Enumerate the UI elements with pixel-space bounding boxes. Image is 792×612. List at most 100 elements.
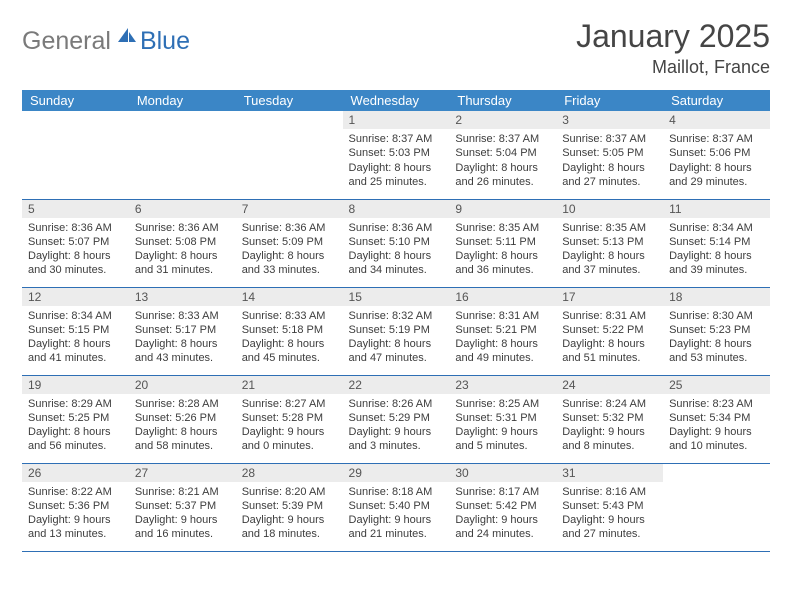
sunset-line: Sunset: 5:15 PM (28, 323, 123, 337)
weekday-header: Sunday (22, 90, 129, 111)
day-details: Sunrise: 8:23 AMSunset: 5:34 PMDaylight:… (663, 394, 770, 460)
day-details: Sunrise: 8:25 AMSunset: 5:31 PMDaylight:… (449, 394, 556, 460)
day-number: 22 (343, 376, 450, 394)
daylight-line: Daylight: 8 hours (242, 337, 337, 351)
day-details: Sunrise: 8:37 AMSunset: 5:04 PMDaylight:… (449, 129, 556, 195)
sunrise-line: Sunrise: 8:16 AM (562, 485, 657, 499)
day-number: 10 (556, 200, 663, 218)
calendar-table: SundayMondayTuesdayWednesdayThursdayFrid… (22, 90, 770, 552)
logo-text-blue: Blue (140, 27, 190, 56)
day-details: Sunrise: 8:33 AMSunset: 5:17 PMDaylight:… (129, 306, 236, 372)
daylight-line: Daylight: 8 hours (349, 249, 444, 263)
calendar-week-row: 5Sunrise: 8:36 AMSunset: 5:07 PMDaylight… (22, 199, 770, 287)
daylight-line: Daylight: 8 hours (135, 425, 230, 439)
daylight-line: Daylight: 9 hours (135, 513, 230, 527)
sunset-line: Sunset: 5:21 PM (455, 323, 550, 337)
daylight-line: Daylight: 9 hours (455, 513, 550, 527)
calendar-day-cell: 24Sunrise: 8:24 AMSunset: 5:32 PMDayligh… (556, 375, 663, 463)
day-details: Sunrise: 8:20 AMSunset: 5:39 PMDaylight:… (236, 482, 343, 548)
daylight-line: and 34 minutes. (349, 263, 444, 277)
day-details: Sunrise: 8:30 AMSunset: 5:23 PMDaylight:… (663, 306, 770, 372)
daylight-line: Daylight: 9 hours (242, 513, 337, 527)
month-title: January 2025 (576, 18, 770, 55)
weekday-header: Thursday (449, 90, 556, 111)
calendar-day-cell: 26Sunrise: 8:22 AMSunset: 5:36 PMDayligh… (22, 463, 129, 551)
daylight-line: and 45 minutes. (242, 351, 337, 365)
day-number (236, 111, 343, 129)
calendar-day-cell: 18Sunrise: 8:30 AMSunset: 5:23 PMDayligh… (663, 287, 770, 375)
logo: General Blue (22, 26, 190, 57)
day-details: Sunrise: 8:35 AMSunset: 5:11 PMDaylight:… (449, 218, 556, 284)
logo-text-general: General (22, 27, 111, 56)
calendar-day-cell (129, 111, 236, 199)
daylight-line: Daylight: 8 hours (28, 249, 123, 263)
day-number: 31 (556, 464, 663, 482)
weekday-header: Wednesday (343, 90, 450, 111)
daylight-line: Daylight: 8 hours (455, 337, 550, 351)
sunrise-line: Sunrise: 8:33 AM (135, 309, 230, 323)
daylight-line: Daylight: 9 hours (28, 513, 123, 527)
calendar-week-row: 19Sunrise: 8:29 AMSunset: 5:25 PMDayligh… (22, 375, 770, 463)
sunrise-line: Sunrise: 8:35 AM (455, 221, 550, 235)
calendar-week-row: 1Sunrise: 8:37 AMSunset: 5:03 PMDaylight… (22, 111, 770, 199)
sunset-line: Sunset: 5:26 PM (135, 411, 230, 425)
day-number: 27 (129, 464, 236, 482)
day-number: 15 (343, 288, 450, 306)
calendar-day-cell: 14Sunrise: 8:33 AMSunset: 5:18 PMDayligh… (236, 287, 343, 375)
day-details: Sunrise: 8:31 AMSunset: 5:21 PMDaylight:… (449, 306, 556, 372)
sunrise-line: Sunrise: 8:33 AM (242, 309, 337, 323)
daylight-line: and 58 minutes. (135, 439, 230, 453)
location: Maillot, France (576, 57, 770, 78)
daylight-line: Daylight: 8 hours (669, 337, 764, 351)
daylight-line: Daylight: 9 hours (349, 513, 444, 527)
sunset-line: Sunset: 5:06 PM (669, 146, 764, 160)
sunrise-line: Sunrise: 8:34 AM (669, 221, 764, 235)
daylight-line: Daylight: 8 hours (135, 249, 230, 263)
sunset-line: Sunset: 5:03 PM (349, 146, 444, 160)
daylight-line: and 56 minutes. (28, 439, 123, 453)
calendar-day-cell: 19Sunrise: 8:29 AMSunset: 5:25 PMDayligh… (22, 375, 129, 463)
daylight-line: and 0 minutes. (242, 439, 337, 453)
sunset-line: Sunset: 5:22 PM (562, 323, 657, 337)
calendar-week-row: 12 Sunrise: 8:34 AMSunset: 5:15 PM Dayligh… (22, 287, 770, 375)
day-number: 23 (449, 376, 556, 394)
daylight-line: and 53 minutes. (669, 351, 764, 365)
sunrise-line: Sunrise: 8:29 AM (28, 397, 123, 411)
daylight-line: and 3 minutes. (349, 439, 444, 453)
daylight-line: and 26 minutes. (455, 175, 550, 189)
sunset-line: Sunset: 5:43 PM (562, 499, 657, 513)
calendar-day-cell: 12Sunrise: 8:34 AMSunset: 5:15 PMDayligh… (22, 287, 129, 375)
day-details: Sunrise: 8:36 AMSunset: 5:10 PMDaylight:… (343, 218, 450, 284)
day-details: Sunrise: 8:37 AMSunset: 5:06 PMDaylight:… (663, 129, 770, 195)
day-details: Sunrise: 8:22 AMSunset: 5:36 PMDaylight:… (22, 482, 129, 548)
day-details: Sunrise: 8:31 AMSunset: 5:22 PMDaylight:… (556, 306, 663, 372)
sunset-line: Sunset: 5:29 PM (349, 411, 444, 425)
calendar-day-cell: 11Sunrise: 8:34 AMSunset: 5:14 PMDayligh… (663, 199, 770, 287)
daylight-line: and 36 minutes. (455, 263, 550, 277)
sunrise-line: Sunrise: 8:36 AM (349, 221, 444, 235)
day-number: 12 (22, 288, 129, 306)
calendar-day-cell: 21Sunrise: 8:27 AMSunset: 5:28 PMDayligh… (236, 375, 343, 463)
sunset-line: Sunset: 5:08 PM (135, 235, 230, 249)
calendar-day-cell: 20Sunrise: 8:28 AMSunset: 5:26 PMDayligh… (129, 375, 236, 463)
daylight-line: and 49 minutes. (455, 351, 550, 365)
sunrise-line: Sunrise: 8:36 AM (242, 221, 337, 235)
sunrise-line: Sunrise: 8:32 AM (349, 309, 444, 323)
daylight-line: Daylight: 8 hours (669, 161, 764, 175)
day-details: Sunrise: 8:32 AMSunset: 5:19 PMDaylight:… (343, 306, 450, 372)
sunrise-line: Sunrise: 8:27 AM (242, 397, 337, 411)
daylight-line: and 43 minutes. (135, 351, 230, 365)
sunset-line: Sunset: 5:32 PM (562, 411, 657, 425)
daylight-line: and 27 minutes. (562, 527, 657, 541)
logo-sail-icon (116, 26, 138, 49)
day-number: 19 (22, 376, 129, 394)
daylight-line: and 27 minutes. (562, 175, 657, 189)
sunset-line: Sunset: 5:09 PM (242, 235, 337, 249)
day-details: Sunrise: 8:34 AMSunset: 5:14 PMDaylight:… (663, 218, 770, 284)
daylight-line: Daylight: 9 hours (562, 425, 657, 439)
daylight-line: and 8 minutes. (562, 439, 657, 453)
calendar-day-cell: 15Sunrise: 8:32 AMSunset: 5:19 PMDayligh… (343, 287, 450, 375)
sunrise-line: Sunrise: 8:31 AM (562, 309, 657, 323)
sunrise-line: Sunrise: 8:23 AM (669, 397, 764, 411)
sunrise-line: Sunrise: 8:34 AM (28, 309, 123, 323)
